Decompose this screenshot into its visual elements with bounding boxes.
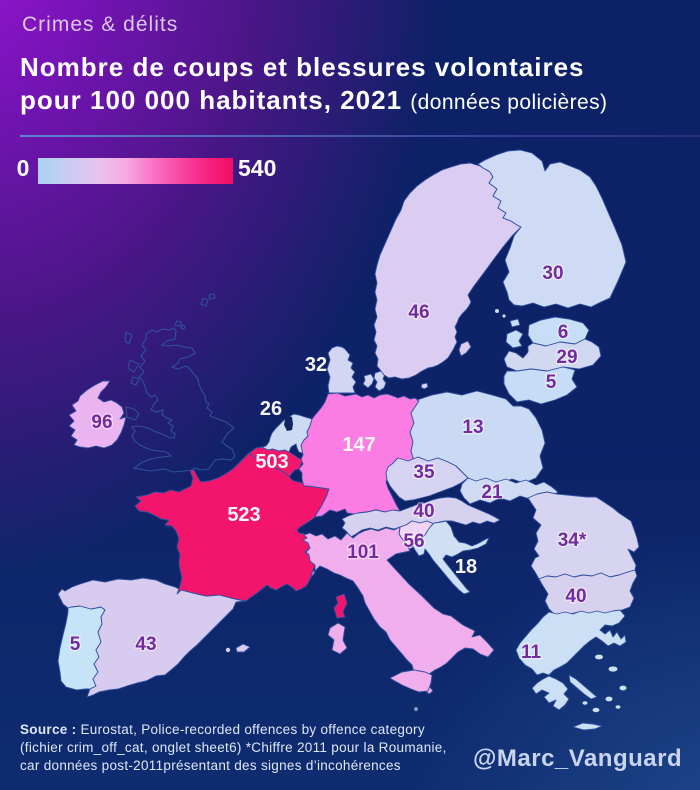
svg-text:101: 101 bbox=[347, 542, 379, 563]
svg-text:34*: 34* bbox=[558, 530, 587, 551]
svg-text:5: 5 bbox=[546, 372, 557, 393]
svg-text:13: 13 bbox=[462, 417, 483, 438]
svg-text:35: 35 bbox=[413, 462, 435, 483]
svg-text:6: 6 bbox=[558, 322, 569, 343]
svg-text:30: 30 bbox=[542, 263, 563, 284]
svg-text:26: 26 bbox=[260, 398, 282, 420]
svg-text:21: 21 bbox=[481, 482, 503, 503]
svg-text:5: 5 bbox=[70, 634, 81, 655]
svg-text:523: 523 bbox=[227, 504, 260, 526]
svg-text:147: 147 bbox=[342, 434, 375, 456]
svg-text:40: 40 bbox=[565, 586, 586, 607]
svg-text:46: 46 bbox=[408, 302, 429, 323]
svg-text:18: 18 bbox=[455, 556, 477, 578]
svg-text:11: 11 bbox=[521, 642, 542, 663]
svg-text:43: 43 bbox=[135, 634, 156, 655]
svg-text:56: 56 bbox=[403, 531, 424, 552]
svg-text:32: 32 bbox=[305, 354, 327, 376]
svg-text:40: 40 bbox=[413, 501, 434, 522]
svg-text:503: 503 bbox=[255, 451, 288, 473]
svg-text:29: 29 bbox=[556, 347, 577, 368]
svg-text:96: 96 bbox=[91, 412, 112, 433]
